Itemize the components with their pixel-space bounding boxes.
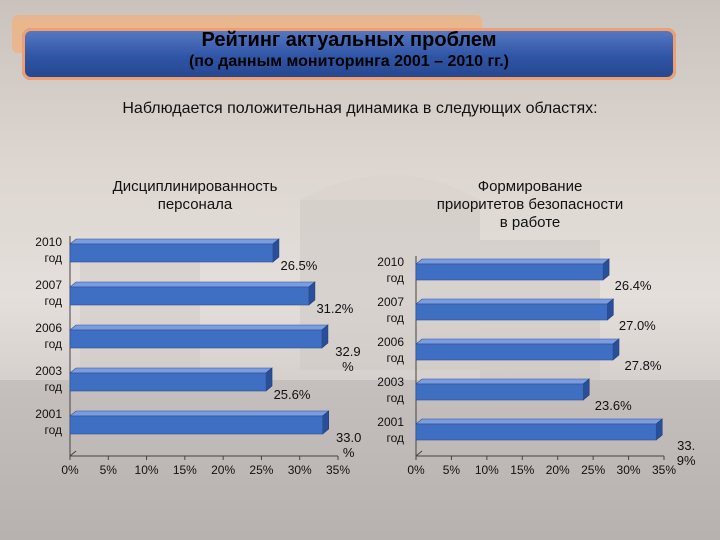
data-label: 27.0% <box>619 318 656 333</box>
bar-top-face <box>415 258 610 265</box>
data-label: 33. 9% <box>677 438 696 468</box>
bar-2 <box>69 324 329 349</box>
x-tick-label: 15% <box>173 463 197 477</box>
bar-top-face <box>415 338 620 345</box>
bar-front-face <box>415 383 584 401</box>
bar-top-face <box>415 378 591 385</box>
bar-1 <box>69 281 316 306</box>
category-label: 2001 год <box>377 415 404 445</box>
x-tick-label: 30% <box>617 463 641 477</box>
data-label: 25.6% <box>274 387 311 402</box>
title-banner <box>22 28 676 80</box>
bar-front-face <box>415 303 608 321</box>
x-tick-label: 25% <box>249 463 273 477</box>
bar-2 <box>415 338 620 361</box>
x-tick-label: 0% <box>407 463 425 477</box>
bar-front-face <box>69 286 310 306</box>
bar-front-face <box>415 263 604 281</box>
chart-title-discipline: Дисциплинированность персонала <box>112 178 278 213</box>
page-title: Рейтинг актуальных проблем <box>201 29 497 51</box>
x-tick-label: 5% <box>443 463 461 477</box>
data-label: 23.6% <box>595 398 632 413</box>
category-label: 2010 год <box>35 235 62 265</box>
x-tick-label: 35% <box>326 463 350 477</box>
bar-3 <box>69 367 273 392</box>
lead-text: Наблюдается положительная динамика в сле… <box>122 100 598 117</box>
x-tick-label: 0% <box>61 463 79 477</box>
category-label: 2003 год <box>35 364 62 394</box>
bar-top-face <box>415 418 664 425</box>
data-label: 33.0% <box>336 430 361 460</box>
data-label: 27.8% <box>625 358 662 373</box>
category-label: 2007 год <box>35 278 62 308</box>
bar-3 <box>415 378 591 401</box>
category-label: 2007 год <box>377 295 404 325</box>
category-label: 2006 год <box>377 335 404 365</box>
bar-front-face <box>415 423 657 441</box>
bar-4 <box>69 410 330 435</box>
data-label: 32.9% <box>335 344 360 374</box>
bar-0 <box>69 238 280 263</box>
x-tick-label: 25% <box>581 463 605 477</box>
bar-top-face <box>415 298 615 305</box>
bar-front-face <box>415 343 614 361</box>
category-label: 2003 год <box>377 375 404 405</box>
data-label: 26.4% <box>615 278 652 293</box>
bar-front-face <box>69 329 323 349</box>
category-label: 2006 год <box>35 321 62 351</box>
bar-1 <box>415 298 615 321</box>
bar-front-face <box>69 372 267 392</box>
x-tick-label: 10% <box>135 463 159 477</box>
bar-4 <box>415 418 664 441</box>
x-tick-label: 20% <box>546 463 570 477</box>
data-label: 26.5% <box>280 258 317 273</box>
chart-title-safety-priorities: Формирование приоритетов безопасности в … <box>436 178 624 231</box>
bar-front-face <box>69 243 274 263</box>
category-label: 2010 год <box>377 255 404 285</box>
data-label: 31.2% <box>316 301 353 316</box>
page-subtitle: (по данным мониторинга 2001 – 2010 гг.) <box>188 53 510 70</box>
axis-depth-line <box>69 450 77 457</box>
x-tick-label: 35% <box>652 463 676 477</box>
bar-front-face <box>69 415 323 435</box>
x-tick-label: 15% <box>510 463 534 477</box>
bar-0 <box>415 258 610 281</box>
x-tick-label: 10% <box>475 463 499 477</box>
axis-depth-line <box>415 450 423 457</box>
x-tick-label: 30% <box>288 463 312 477</box>
x-tick-label: 20% <box>211 463 235 477</box>
x-tick-label: 5% <box>100 463 118 477</box>
category-label: 2001 год <box>35 407 62 437</box>
